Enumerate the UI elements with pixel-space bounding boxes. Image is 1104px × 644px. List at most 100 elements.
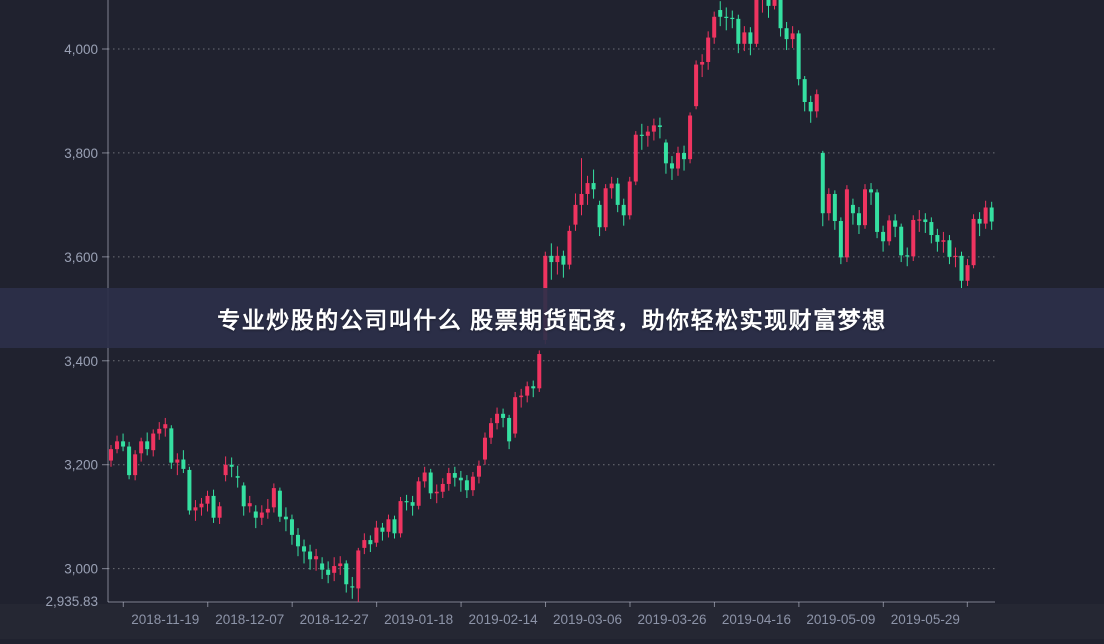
x-tick-label: 2019-05-09 [806,612,875,627]
candle-body [820,152,825,214]
candle-body [639,134,644,136]
candle-body [621,204,626,216]
promo-banner-text: 专业炒股的公司叫什么 股票期货配资，助你轻松实现财富梦想 [217,307,887,333]
candle-body [350,586,355,588]
candle-body [929,222,934,236]
x-axis-strip [0,604,1104,639]
candle-body [368,540,373,545]
y-tick-label: 3,600 [64,250,98,265]
candle-body [742,32,747,44]
y-tick-label: 3,000 [64,562,98,577]
x-tick-label: 2018-11-19 [131,612,199,627]
candle-body [669,163,674,169]
candle-body [911,219,916,257]
candle-body [217,506,222,518]
candle-body [356,550,361,589]
candle-body [422,472,427,482]
candle-body [724,16,729,18]
candle-body [295,534,300,547]
candle-body [826,193,831,214]
candle-body [893,220,898,227]
candle-body [597,204,602,228]
y-min-label: 2,935.83 [45,594,98,609]
candle-body [525,386,530,396]
candle-body [856,213,861,226]
candle-body [308,551,313,560]
candle-body [694,64,699,107]
candle-body [398,501,403,534]
y-tick-label: 3,800 [64,146,98,161]
candle-body [386,519,391,532]
candle-body [712,16,717,38]
candle-body [549,255,554,263]
candle-body [579,193,584,205]
candle-body [362,540,367,548]
candle-body [277,490,282,517]
candle-body [585,183,590,194]
candle-body [627,181,632,216]
candle-body [314,556,319,560]
candle-body [802,79,807,103]
candle-body [320,563,325,570]
candle-body [537,354,542,389]
candle-body [223,464,228,476]
x-tick-label: 2019-02-14 [469,612,539,627]
candle-body [935,235,940,242]
candle-body [501,413,506,418]
candle-body [253,511,258,518]
candle-body [663,142,668,164]
promo-banner[interactable]: 专业炒股的公司叫什么 股票期货配资，助你轻松实现财富梦想 [0,288,1104,348]
candle-body [380,527,385,532]
candle-body [374,527,379,543]
candle-body [163,424,168,429]
candle-body [850,204,855,214]
candle-body [344,563,349,585]
candle-body [157,428,162,434]
candle-body [633,134,638,182]
candle-body [271,488,276,508]
candle-body [289,519,294,535]
candle-body [676,152,681,169]
y-tick-label: 3,400 [64,354,98,369]
candle-body [748,32,753,44]
candle-body [338,563,343,567]
candle-body [235,476,240,478]
candle-body [796,33,801,80]
candle-body [778,0,783,29]
candle-body [133,454,138,476]
candle-body [591,183,596,190]
candle-body [187,469,192,511]
candle-body [971,218,976,266]
candle-body [977,218,982,224]
candle-body [790,33,795,40]
candle-body [139,441,144,454]
candle-body [115,441,120,450]
candle-body [247,503,252,507]
x-tick-label: 2019-03-06 [553,612,622,627]
candle-body [205,495,210,504]
candle-body [482,437,487,460]
candle-body [887,220,892,242]
candle-body [302,546,307,552]
candle-body [513,397,518,434]
candle-body [283,516,288,520]
candle-body [682,152,687,160]
candle-body [519,395,524,398]
candle-body [121,441,126,447]
candle-body [229,464,234,467]
candle-body [567,230,572,265]
candle-body [169,428,174,463]
candle-body [808,102,813,112]
candle-body [899,226,904,256]
candle-body [452,473,457,478]
candle-body [959,255,964,281]
candle-body [332,566,337,573]
candle-body [464,480,469,491]
x-tick-label: 2019-05-29 [891,612,960,627]
candle-body [145,441,150,450]
candle-body [730,17,735,20]
candle-body [127,446,132,476]
y-tick-label: 3,200 [64,458,98,473]
